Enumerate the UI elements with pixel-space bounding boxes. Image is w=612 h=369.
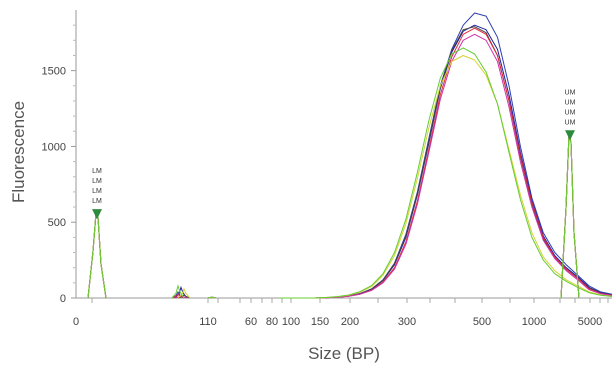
marker-label: UM <box>565 99 576 106</box>
marker-label: LM <box>92 178 102 185</box>
y-axis-title: Fluorescence <box>9 101 28 203</box>
marker-peak-line <box>88 213 106 298</box>
x-tick-label: 150 <box>311 316 329 328</box>
x-tick-label: 110 <box>199 316 217 328</box>
y-tick-label: 1000 <box>42 141 66 153</box>
x-tick-label: 60 <box>245 316 257 328</box>
marker-peaks: LM LM LM LM UM UM UM UM <box>88 89 579 298</box>
x-tick-label: 500 <box>473 316 491 328</box>
marker-peak-line <box>88 213 106 298</box>
marker-peak-line <box>88 213 106 298</box>
marker-label: LM <box>92 198 102 205</box>
marker-label: LM <box>92 188 102 195</box>
plot-frame <box>76 10 612 298</box>
x-axis-ticks: 0 110 60 80 100 150 200 300 500 1000 5000 <box>73 298 608 328</box>
marker-flag-icon <box>92 209 102 219</box>
series-line <box>280 13 612 298</box>
marker-peak-line <box>88 213 106 298</box>
series-line <box>280 56 612 299</box>
x-tick-label: 200 <box>341 316 359 328</box>
x-tick-label: 5000 <box>578 316 602 328</box>
marker-peak-line <box>88 213 106 298</box>
marker-label: LM <box>92 168 102 175</box>
marker-peak-line <box>88 213 106 298</box>
x-axis-title: Size (BP) <box>308 344 380 363</box>
trace-lines <box>172 13 612 298</box>
marker-flag-icon <box>565 130 575 140</box>
x-tick-label: 1000 <box>522 316 546 328</box>
x-tick-label: 0 <box>73 316 79 328</box>
y-tick-label: 1500 <box>42 66 66 78</box>
marker-label: UM <box>565 109 576 116</box>
y-axis-ticks: 0 500 1000 1500 <box>42 25 76 305</box>
y-tick-label: 0 <box>60 293 66 305</box>
marker-label: UM <box>565 119 576 126</box>
marker-peak-line <box>88 213 106 298</box>
y-tick-label: 500 <box>48 217 66 229</box>
x-tick-label: 300 <box>398 316 416 328</box>
marker-label: UM <box>565 89 576 96</box>
x-tick-label: 100 <box>282 316 300 328</box>
x-tick-label: 80 <box>266 316 278 328</box>
